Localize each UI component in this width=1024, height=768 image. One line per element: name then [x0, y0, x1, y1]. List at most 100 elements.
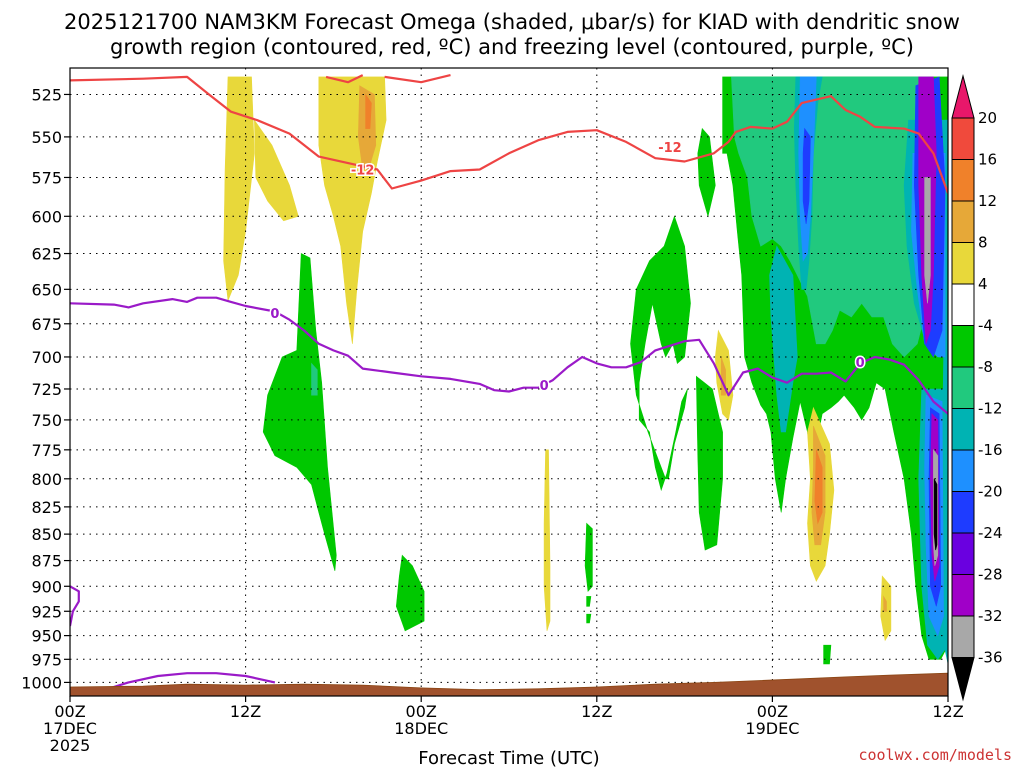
colorbar-label-10: -24: [978, 524, 1003, 542]
x-tick-label-3: 12Z: [581, 702, 612, 721]
y-tick-label-1000: 1000: [21, 673, 62, 692]
y-tick-label-675: 675: [31, 315, 62, 334]
terrain-fill: [70, 672, 948, 696]
colorbar-label-13: -36: [978, 649, 1003, 667]
colorbar-segment-11: [951, 532, 975, 575]
omega-shading-layer: [223, 76, 948, 665]
y-tick-label-750: 750: [31, 411, 62, 430]
x-tick-date-2: 18DEC: [394, 719, 448, 738]
colorbar-segment-10: [951, 491, 975, 534]
omega-region-12: [731, 76, 931, 358]
x-tick-label-2: 00Z: [406, 702, 437, 721]
omega-region-35: [883, 595, 887, 612]
colorbar-label-3: 8: [978, 234, 988, 252]
freezing-contour-label-extra-1: 0: [540, 379, 549, 394]
freezing-contour-0: [70, 296, 948, 415]
x-axis-label: Forecast Time (UTC): [418, 748, 599, 768]
y-tick-label-900: 900: [31, 577, 62, 596]
omega-region-36: [543, 449, 551, 631]
colorbar-segment-8: [951, 408, 975, 451]
omega-region-13: [769, 245, 798, 433]
dgz-contour-label-extra: -12: [658, 141, 682, 156]
y-tick-label-525: 525: [31, 85, 62, 104]
omega-region-37: [584, 522, 593, 593]
colorbar-segment-4: [951, 242, 975, 285]
title-line-2: growth region (contoured, red, ºC) and f…: [110, 35, 914, 59]
grid-layer: [70, 68, 948, 696]
omega-region-38: [586, 596, 592, 607]
omega-region-9: [697, 127, 716, 218]
omega-region-28: [933, 478, 938, 551]
y-tick-label-875: 875: [31, 552, 62, 571]
colorbar-label-6: -8: [978, 358, 993, 376]
dgz-contour-label-0: -12: [351, 163, 375, 178]
contour-label-layer: -12 0 -12 0 0: [269, 139, 866, 395]
colorbar-label-5: -4: [978, 317, 993, 335]
y-tick-label-700: 700: [31, 348, 62, 367]
y-tick-label-725: 725: [31, 380, 62, 399]
colorbar-segment-13: [951, 615, 975, 658]
title-line-1: 2025121700 NAM3KM Forecast Omega (shaded…: [64, 10, 960, 34]
colorbar-segment-7: [951, 366, 975, 409]
omega-region-1: [254, 119, 299, 222]
x-tick-label-5: 12Z: [932, 702, 963, 721]
dgz-contour-1: [325, 74, 364, 84]
y-tick-label-825: 825: [31, 498, 62, 517]
y-tick-label-650: 650: [31, 280, 62, 299]
omega-region-22: [924, 177, 931, 304]
y-axis: 525 550 575 600 625 650 675 700 725 750 775 800 825 8…: [21, 85, 70, 692]
y-tick-label-775: 775: [31, 441, 62, 460]
terrain-layer: [70, 672, 948, 696]
colorbar-label-0: 20: [978, 109, 997, 127]
plot-frame: [69, 67, 949, 697]
colorbar-segment-5: [951, 283, 975, 326]
x-tick-label-4: 00Z: [757, 702, 788, 721]
x-tick-label-1: 12Z: [230, 702, 261, 721]
colorbar-label-7: -12: [978, 400, 1003, 418]
y-tick-label-950: 950: [31, 627, 62, 646]
y-tick-label-550: 550: [31, 128, 62, 147]
colorbar-segment-3: [951, 200, 975, 243]
colorbar-label-8: -16: [978, 441, 1003, 459]
omega-region-8: [630, 215, 691, 492]
omega-region-39: [586, 613, 592, 624]
colorbar-segment-12: [951, 574, 975, 617]
omega-region-10: [695, 375, 723, 551]
dgz-contour-2: [384, 74, 451, 84]
omega-region-0: [223, 76, 255, 301]
colorbar-label-1: 16: [978, 151, 997, 169]
colorbar-segment-6: [951, 325, 975, 368]
x-tick-label-0: 00Z: [54, 702, 85, 721]
omega-region-6: [311, 362, 318, 396]
omega-region-33: [814, 449, 823, 525]
omega-region-4: [365, 93, 372, 129]
y-tick-label-600: 600: [31, 207, 62, 226]
freezing-contour-label-0: 0: [270, 307, 279, 322]
freezing-contour-label-extra-2: 0: [856, 356, 865, 371]
omega-region-2: [318, 76, 387, 344]
y-tick-label-625: 625: [31, 245, 62, 264]
colorbar-label-12: -32: [978, 607, 1003, 625]
contour-layer: [70, 74, 948, 693]
y-tick-label-925: 925: [31, 602, 62, 621]
colorbar-top-triangle: [951, 74, 975, 119]
y-tick-label-975: 975: [31, 650, 62, 669]
omega-region-40: [823, 644, 832, 665]
dgz-contour-0: [70, 75, 948, 194]
colorbar-bottom-triangle: [951, 657, 975, 702]
y-tick-label-800: 800: [31, 470, 62, 489]
colorbar-segment-9: [951, 449, 975, 492]
colorbar-label-4: 4: [978, 275, 988, 293]
x-tick-date-0: 17DEC: [43, 719, 97, 738]
y-tick-label-575: 575: [31, 168, 62, 187]
colorbar-label-9: -20: [978, 483, 1003, 501]
x-tick-date-4: 19DEC: [745, 719, 799, 738]
colorbar-segment-2: [951, 159, 975, 202]
colorbar-segment-1: [951, 117, 975, 160]
omega-region-7: [395, 554, 425, 632]
omega-region-17: [802, 127, 811, 224]
x-tick-year-0: 2025: [50, 736, 91, 755]
freezing-contour-1: [70, 585, 80, 627]
